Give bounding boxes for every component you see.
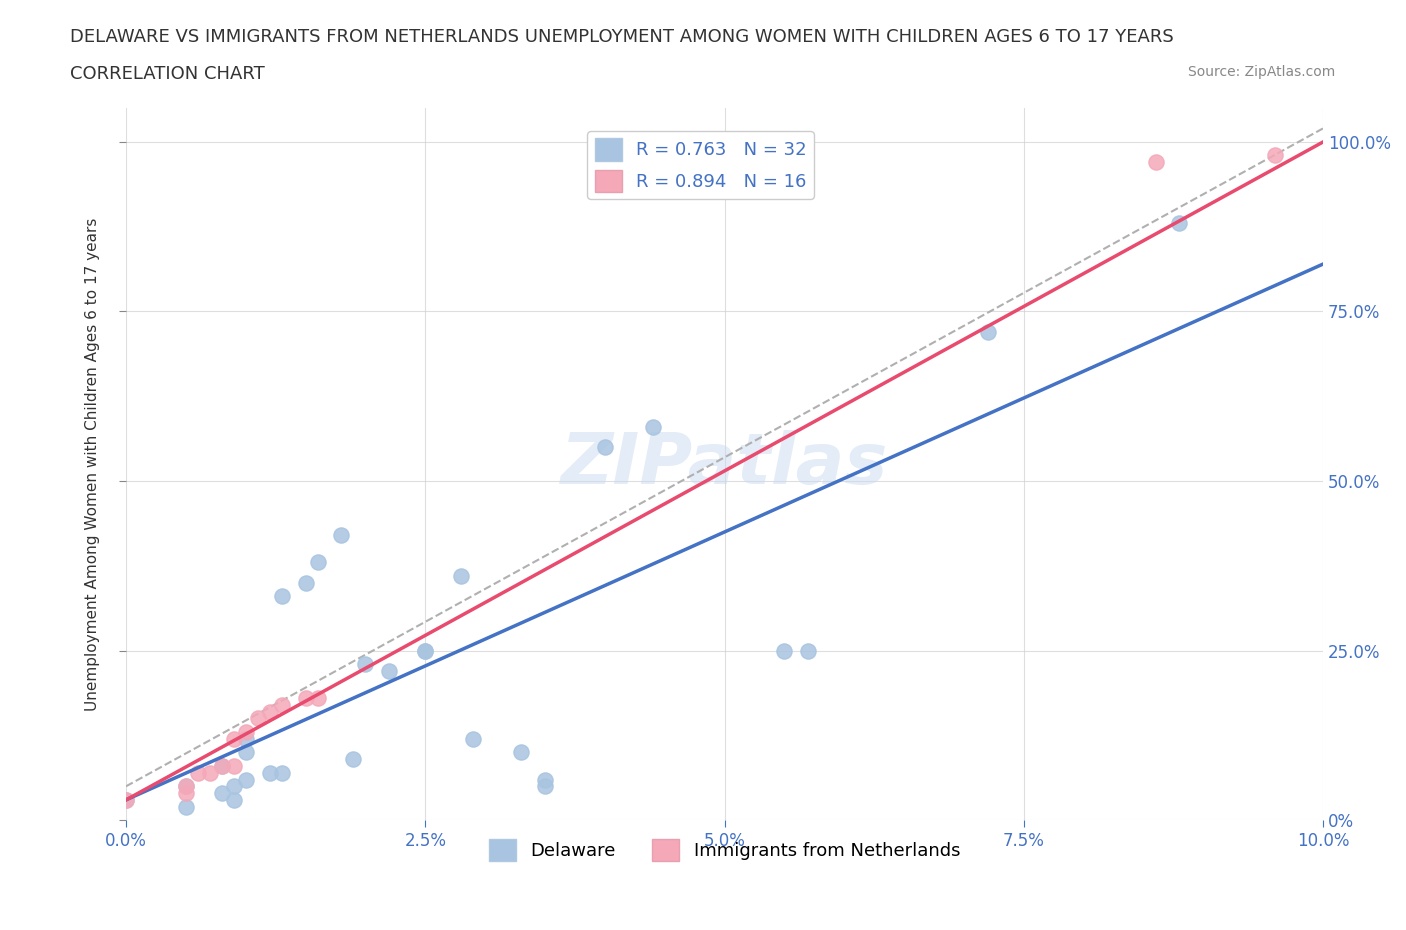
Point	[294, 576, 316, 591]
Point	[211, 759, 233, 774]
Point	[977, 325, 1000, 339]
Text: Source: ZipAtlas.com: Source: ZipAtlas.com	[1188, 65, 1336, 79]
Point	[235, 745, 257, 760]
Point	[1264, 148, 1286, 163]
Point	[115, 792, 138, 807]
Point	[211, 759, 233, 774]
Point	[174, 799, 197, 814]
Point	[187, 765, 209, 780]
Point	[463, 731, 485, 746]
Point	[115, 792, 138, 807]
Point	[270, 589, 292, 604]
Point	[222, 759, 245, 774]
Text: DELAWARE VS IMMIGRANTS FROM NETHERLANDS UNEMPLOYMENT AMONG WOMEN WITH CHILDREN A: DELAWARE VS IMMIGRANTS FROM NETHERLANDS …	[70, 28, 1174, 46]
Point	[1144, 154, 1167, 169]
Point	[773, 644, 796, 658]
Point	[174, 779, 197, 794]
Point	[593, 440, 616, 455]
Point	[534, 779, 557, 794]
Point	[510, 745, 533, 760]
Point	[797, 644, 820, 658]
Point	[354, 657, 377, 671]
Point	[294, 691, 316, 706]
Point	[1168, 216, 1191, 231]
Point	[235, 724, 257, 739]
Point	[307, 691, 329, 706]
Point	[222, 792, 245, 807]
Point	[413, 644, 436, 658]
Point	[378, 664, 401, 679]
Point	[246, 711, 269, 726]
Point	[235, 772, 257, 787]
Point	[174, 786, 197, 801]
Point	[259, 765, 281, 780]
Point	[450, 568, 472, 583]
Point	[259, 704, 281, 719]
Y-axis label: Unemployment Among Women with Children Ages 6 to 17 years: Unemployment Among Women with Children A…	[86, 218, 100, 711]
Point	[413, 644, 436, 658]
Point	[270, 765, 292, 780]
Point	[270, 698, 292, 712]
Text: ZIPatlas: ZIPatlas	[561, 430, 889, 498]
Legend: Delaware, Immigrants from Netherlands: Delaware, Immigrants from Netherlands	[482, 831, 967, 869]
Point	[534, 772, 557, 787]
Point	[174, 779, 197, 794]
Point	[342, 751, 364, 766]
Text: CORRELATION CHART: CORRELATION CHART	[70, 65, 266, 83]
Point	[307, 555, 329, 570]
Point	[222, 731, 245, 746]
Point	[235, 731, 257, 746]
Point	[641, 419, 664, 434]
Point	[222, 779, 245, 794]
Point	[198, 765, 221, 780]
Point	[211, 786, 233, 801]
Point	[330, 528, 353, 543]
